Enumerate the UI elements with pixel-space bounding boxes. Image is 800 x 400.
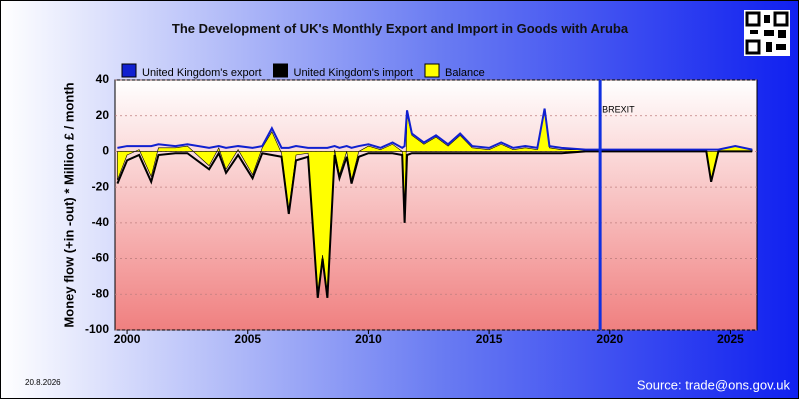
y-tick-label: -60 [92, 251, 110, 265]
x-tick-label: 2020 [596, 332, 623, 346]
y-tick-label: -40 [92, 215, 110, 229]
x-tick-label: 2010 [355, 332, 382, 346]
date: 20.8.2026 [25, 378, 61, 387]
y-tick-label: -100 [85, 322, 109, 336]
series-line [116, 150, 753, 298]
x-tick-label: 2005 [234, 332, 261, 346]
chart-title: The Development of UK's Monthly Export a… [171, 21, 629, 36]
legend-swatch [424, 63, 440, 78]
y-tick-label: 40 [96, 72, 110, 86]
legend-label: United Kingdom's export [142, 67, 262, 79]
y-tick-label: -20 [92, 179, 110, 193]
legend-swatch [121, 63, 137, 78]
y-axis-label: Money flow (+in -out) * Million £ / mont… [61, 82, 76, 327]
qr-code [744, 10, 790, 56]
plot-area [114, 79, 758, 331]
series-line [117, 108, 753, 151]
legend-label: Balance [445, 67, 485, 79]
source: Source: trade@ons.gov.uk [637, 377, 791, 392]
brexit-label: BREXIT [602, 104, 635, 114]
x-tick-label: 2015 [476, 332, 503, 346]
y-tick-label: 0 [102, 144, 109, 158]
y-tick-label: -80 [92, 286, 110, 300]
x-tick-label: 2025 [717, 332, 744, 346]
legend-swatch [273, 63, 288, 78]
legend-label: United Kingdom's import [294, 67, 414, 79]
y-tick-label: 20 [96, 108, 110, 122]
x-tick-label: 2000 [114, 332, 141, 346]
